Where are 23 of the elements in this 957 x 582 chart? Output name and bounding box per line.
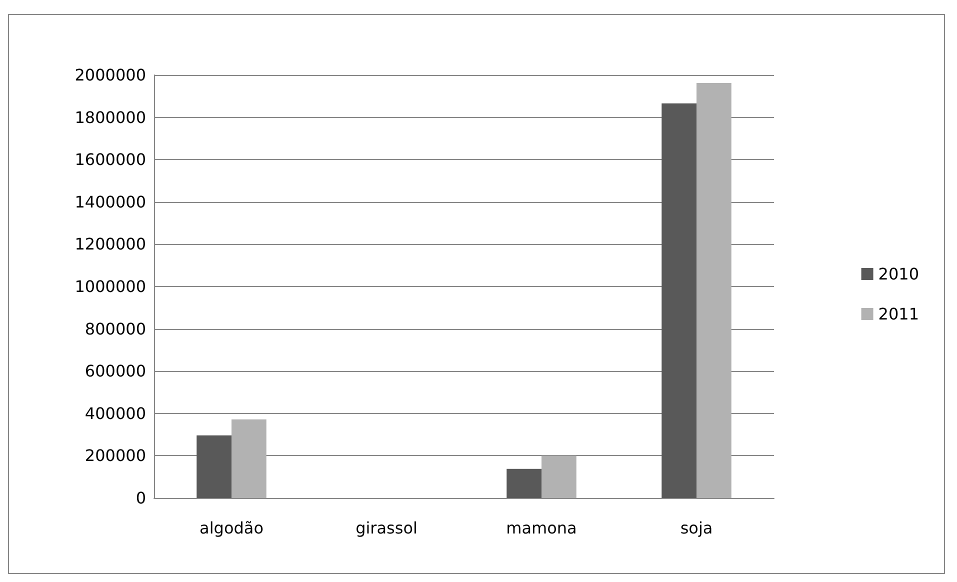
bar [662, 103, 696, 498]
y-tick-label: 1400000 [74, 192, 146, 212]
y-tick-label: 600000 [84, 362, 146, 381]
bar [196, 435, 232, 498]
y-tick-label: 400000 [84, 404, 146, 423]
y-tick-label: 1600000 [74, 150, 146, 170]
y-tick-label: 0 [136, 488, 146, 508]
bar [542, 456, 576, 498]
y-tick-label: 2000000 [74, 66, 146, 84]
y-tick-label: 1000000 [74, 277, 146, 296]
x-tick-label: girassol [356, 518, 418, 538]
legend-label: 2010 [878, 264, 919, 284]
x-tick-label: soja [680, 518, 713, 538]
y-tick-label: 1800000 [74, 108, 146, 127]
x-tick-label: algodão [200, 518, 264, 538]
y-tick-label: 800000 [84, 319, 146, 338]
legend-label: 2011 [878, 304, 919, 324]
bar [232, 419, 266, 498]
bar [696, 83, 732, 498]
x-tick-label: mamona [506, 518, 577, 538]
y-tick-label: 200000 [84, 446, 146, 466]
bar [506, 468, 542, 498]
y-tick-label: 1200000 [74, 234, 146, 254]
